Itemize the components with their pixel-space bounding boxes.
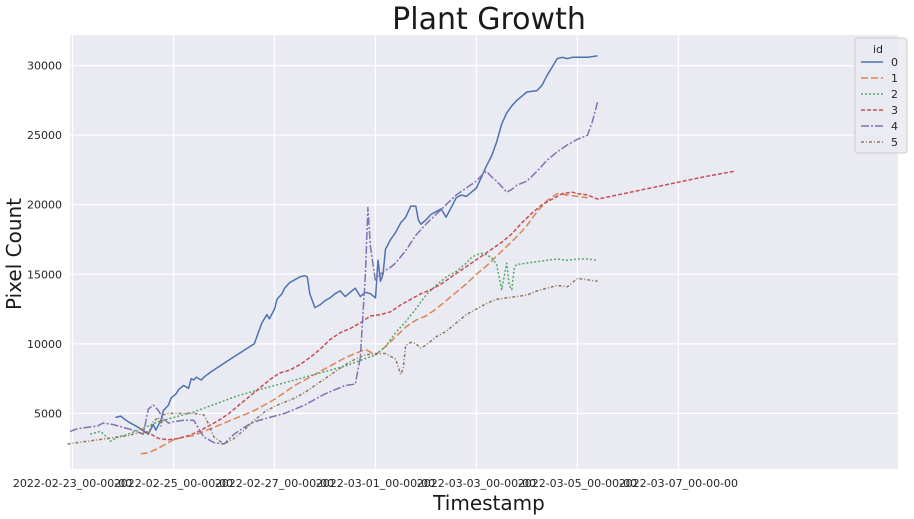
x-tick-label: 2022-02-27_00-00-00	[215, 477, 334, 490]
plot-area	[67, 35, 898, 469]
legend-title: id	[873, 43, 883, 56]
x-tick-label: 2022-03-05_00-00-00	[518, 477, 637, 490]
x-axis-label: Timestamp	[432, 491, 545, 515]
x-tick-label: 2022-02-25_00-00-00	[114, 477, 233, 490]
legend-label-3: 3	[891, 104, 898, 117]
series-line-5	[67, 277, 598, 445]
legend-label-1: 1	[891, 72, 898, 85]
x-tick-label: 2022-03-01_00-00-00	[316, 477, 435, 490]
y-tick-label: 15000	[27, 268, 62, 281]
y-tick-label: 10000	[27, 338, 62, 351]
y-tick-label: 25000	[27, 129, 62, 142]
y-tick-label: 20000	[27, 199, 62, 212]
legend-box	[854, 37, 908, 154]
legend-entries: 0 1 2 3 4 5	[861, 56, 898, 149]
y-tick-labels: 5000 10000 15000 20000 25000 30000	[27, 60, 62, 421]
chart-title: Plant Growth	[392, 2, 586, 37]
x-tick-label: 2022-03-07_00-00-00	[619, 477, 738, 490]
plot-background	[70, 35, 898, 469]
series-line-2	[89, 252, 598, 442]
legend: id 0 1 2 3 4 5	[854, 37, 908, 154]
legend-label-0: 0	[891, 56, 898, 69]
series-line-3	[140, 170, 735, 441]
x-tick-label: 2022-02-23_00-00-00	[13, 477, 132, 490]
y-axis-label: Pixel Count	[2, 198, 26, 310]
x-tick-labels: 2022-02-23_00-00-002022-02-25_00-00-0020…	[13, 477, 738, 490]
legend-label-4: 4	[891, 120, 898, 133]
y-tick-label: 30000	[27, 60, 62, 73]
y-tick-label: 5000	[34, 407, 62, 420]
series-line-0	[115, 55, 598, 435]
legend-label-2: 2	[891, 88, 898, 101]
series-lines	[67, 55, 735, 455]
x-tick-label: 2022-03-03_00-00-00	[417, 477, 536, 490]
legend-label-5: 5	[891, 136, 898, 149]
grid-lines	[70, 35, 898, 469]
series-line-4	[69, 101, 599, 445]
